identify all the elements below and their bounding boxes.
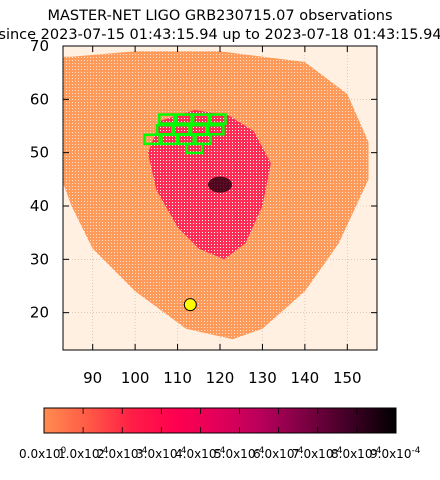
probability-region xyxy=(63,51,369,340)
observed-field xyxy=(185,142,204,155)
observed-field xyxy=(208,113,227,125)
observed-field xyxy=(175,113,193,125)
colorbar-label-8: 8.0x10-4 xyxy=(331,446,382,461)
y-tick-label: 60 xyxy=(30,90,49,108)
y-axis: 20 30 40 50 60 70 xyxy=(30,37,377,322)
x-tick-label: 110 xyxy=(163,369,192,387)
core-probability-region xyxy=(208,176,232,193)
colorbar xyxy=(43,407,397,434)
y-tick-label: 20 xyxy=(30,304,49,322)
y-tick-label: 50 xyxy=(30,144,49,162)
x-tick-label: 150 xyxy=(333,369,362,387)
chart-title-line-1: MASTER-NET LIGO GRB230715.07 observation… xyxy=(47,8,393,24)
colorbar-label-9: 9.0x10-4 xyxy=(370,446,421,461)
colorbar-label-3: 3.0x10-4 xyxy=(136,446,187,461)
observed-field xyxy=(206,123,225,136)
colorbar-label-7: 7.0x10-4 xyxy=(292,446,343,461)
observed-field xyxy=(158,113,176,125)
colorbar-label-6: 6.0x10-4 xyxy=(253,446,304,461)
observed-field xyxy=(192,113,210,125)
x-tick-label: 120 xyxy=(206,369,235,387)
colorbar-label-5: 5.0x10-4 xyxy=(214,446,265,461)
position-marker xyxy=(183,298,197,312)
colorbar-label-1: 1.0x10-4 xyxy=(58,446,109,461)
x-tick-label: 130 xyxy=(248,369,277,387)
x-tick-label: 100 xyxy=(121,369,150,387)
y-tick-label: 40 xyxy=(30,197,49,215)
x-tick-label: 90 xyxy=(83,369,102,387)
observed-fields xyxy=(143,113,227,155)
colorbar-label-4: 4.0x10-4 xyxy=(175,446,226,461)
colorbar-label-0: 0.0x100 xyxy=(19,446,66,461)
x-tick-label: 140 xyxy=(291,369,320,387)
observed-field xyxy=(160,133,178,146)
x-axis: 90 100 110 120 130 140 150 xyxy=(83,46,362,387)
colorbar-ticks xyxy=(43,408,397,433)
observed-field xyxy=(143,133,161,146)
colorbar-label-2: 2.0x10-4 xyxy=(97,446,148,461)
y-tick-label: 70 xyxy=(30,37,49,55)
y-tick-label: 30 xyxy=(30,250,49,268)
chart-title-line-2: since 2023-07-15 01:43:15.94 up to 2023-… xyxy=(0,27,440,43)
colorbar-labels: 0.0x100 1.0x10-4 2.0x10-4 3.0x10-4 4.0x1… xyxy=(19,446,421,461)
